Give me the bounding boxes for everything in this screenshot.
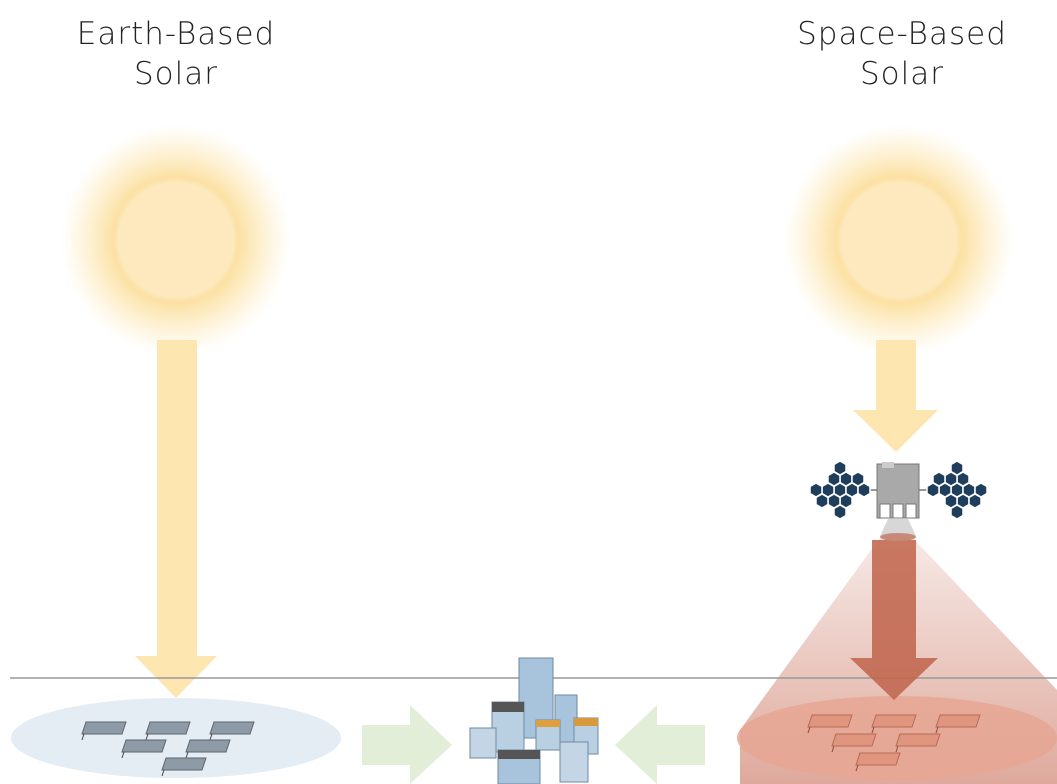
sunlight-arrow [135,340,217,698]
sun [61,125,291,355]
label-line: Space-Based [797,16,1007,52]
sun [784,125,1014,355]
power-arrow [362,705,452,784]
ground-area [737,696,1057,780]
microwave-arrow [850,540,938,700]
power-arrow [615,705,705,784]
city [469,657,599,784]
label-line: Solar [860,56,944,92]
sunlight-arrow [853,340,938,452]
label-line: Solar [134,56,218,92]
satellite [809,460,988,541]
ground-area [11,698,341,778]
label-line: Earth-Based [77,16,275,52]
